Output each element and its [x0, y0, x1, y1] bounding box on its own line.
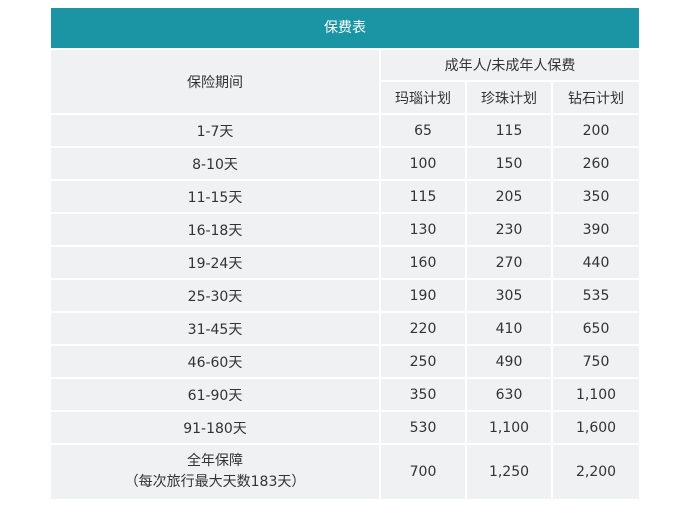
annual-note: （每次旅行最大天数183天）	[124, 474, 306, 490]
period-header: 保险期间	[51, 50, 381, 115]
table-title: 保费表	[51, 8, 639, 48]
period-cell: 31-45天	[51, 313, 381, 346]
premium-cell: 190	[381, 280, 467, 313]
premium-cell: 530	[381, 412, 467, 445]
table-row: 61-90天 350 630 1,100	[51, 379, 640, 412]
premium-cell: 750	[553, 346, 640, 379]
premium-cell: 250	[381, 346, 467, 379]
premium-cell: 2,200	[553, 445, 640, 499]
premium-cell: 630	[467, 379, 553, 412]
premium-cell: 230	[467, 214, 553, 247]
premium-cell: 205	[467, 181, 553, 214]
premium-table: 保险期间 成年人/未成年人保费 玛瑙计划 珍珠计划 钻石计划 1-7天 65 1…	[51, 50, 640, 499]
table-row: 31-45天 220 410 650	[51, 313, 640, 346]
period-cell: 1-7天	[51, 115, 381, 148]
table-row: 25-30天 190 305 535	[51, 280, 640, 313]
premium-cell: 535	[553, 280, 640, 313]
premium-cell: 220	[381, 313, 467, 346]
premium-cell: 410	[467, 313, 553, 346]
premium-cell: 270	[467, 247, 553, 280]
period-cell: 16-18天	[51, 214, 381, 247]
table-row: 1-7天 65 115 200	[51, 115, 640, 148]
premium-cell: 65	[381, 115, 467, 148]
premium-cell: 490	[467, 346, 553, 379]
period-cell: 19-24天	[51, 247, 381, 280]
plan-header-pearl: 珍珠计划	[467, 82, 553, 115]
annual-label: 全年保障	[187, 453, 243, 469]
premium-cell: 390	[553, 214, 640, 247]
period-cell: 8-10天	[51, 148, 381, 181]
premium-cell: 260	[553, 148, 640, 181]
premium-cell: 150	[467, 148, 553, 181]
premium-cell: 130	[381, 214, 467, 247]
period-cell: 61-90天	[51, 379, 381, 412]
premium-cell: 440	[553, 247, 640, 280]
premium-cell: 115	[381, 181, 467, 214]
table-row-annual: 全年保障 （每次旅行最大天数183天） 700 1,250 2,200	[51, 445, 640, 499]
premium-cell: 100	[381, 148, 467, 181]
premium-cell: 200	[553, 115, 640, 148]
period-cell: 11-15天	[51, 181, 381, 214]
table-row: 8-10天 100 150 260	[51, 148, 640, 181]
premium-cell: 1,100	[553, 379, 640, 412]
period-cell-annual: 全年保障 （每次旅行最大天数183天）	[51, 445, 381, 499]
premium-cell: 160	[381, 247, 467, 280]
premium-cell: 1,600	[553, 412, 640, 445]
table-row: 19-24天 160 270 440	[51, 247, 640, 280]
period-cell: 25-30天	[51, 280, 381, 313]
premium-table-container: 保费表 保险期间 成年人/未成年人保费 玛瑙计划 珍珠计划 钻石计划 1-7天 …	[51, 8, 640, 499]
table-row: 91-180天 530 1,100 1,600	[51, 412, 640, 445]
period-cell: 46-60天	[51, 346, 381, 379]
period-cell: 91-180天	[51, 412, 381, 445]
premium-cell: 1,100	[467, 412, 553, 445]
premium-cell: 350	[553, 181, 640, 214]
plan-header-diamond: 钻石计划	[553, 82, 640, 115]
premium-cell: 115	[467, 115, 553, 148]
table-row: 11-15天 115 205 350	[51, 181, 640, 214]
plan-header-agate: 玛瑙计划	[381, 82, 467, 115]
premium-group-header: 成年人/未成年人保费	[381, 50, 640, 82]
premium-cell: 700	[381, 445, 467, 499]
table-row: 16-18天 130 230 390	[51, 214, 640, 247]
premium-cell: 650	[553, 313, 640, 346]
premium-cell: 1,250	[467, 445, 553, 499]
table-row: 46-60天 250 490 750	[51, 346, 640, 379]
premium-cell: 350	[381, 379, 467, 412]
premium-cell: 305	[467, 280, 553, 313]
